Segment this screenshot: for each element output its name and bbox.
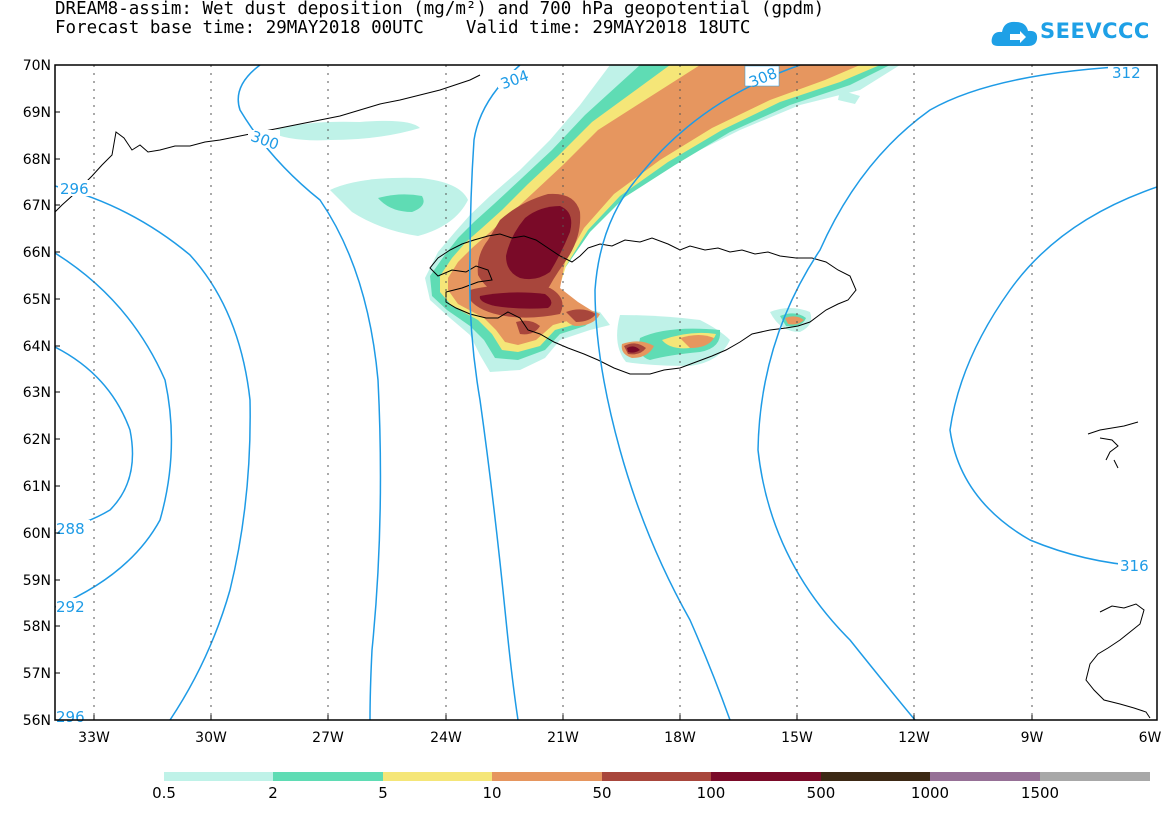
contour-312 — [757, 65, 1157, 720]
axis-ticks — [55, 64, 1033, 721]
contour-label-292: 292 — [56, 598, 85, 616]
lon-label: 33W — [78, 730, 110, 746]
lat-label: 62N — [23, 432, 51, 448]
contour-316 — [949, 186, 1157, 568]
colorbar-label: 5 — [378, 784, 388, 802]
contour-label-312: 312 — [1112, 64, 1141, 82]
colorbar-swatch-1 — [273, 772, 383, 781]
lat-label: 67N — [23, 198, 51, 214]
lat-label: 56N — [23, 713, 51, 729]
contour-288 — [55, 346, 134, 531]
title-line-2: Forecast base time: 29MAY2018 00UTC Vali… — [55, 18, 751, 38]
colorbar-label: 2 — [268, 784, 278, 802]
colorbar-swatch-0 — [164, 772, 273, 781]
contour-label-bg — [1108, 64, 1157, 80]
contour-label-bg — [56, 708, 90, 720]
scotland-coast — [1085, 603, 1151, 719]
lat-label: 68N — [23, 152, 51, 168]
lat-label: 66N — [23, 245, 51, 261]
colorbar-swatch-6 — [821, 772, 930, 781]
cloud-icon — [991, 21, 1038, 46]
lon-label: 27W — [312, 730, 344, 746]
lon-label: 30W — [195, 730, 227, 746]
colorbar-swatch-8 — [1040, 772, 1150, 781]
contour-label-bg — [56, 520, 90, 536]
contour-label-bg — [58, 180, 98, 196]
colorbar-label: 1000 — [910, 784, 950, 802]
seevccc-logo: SEEVCCC — [990, 12, 1165, 54]
title-line-1: DREAM8-assim: Wet dust deposition (mg/m²… — [55, 0, 825, 19]
colorbar-swatch-3 — [492, 772, 602, 781]
contour-292 — [55, 252, 173, 608]
colorbar-label: 1500 — [1020, 784, 1060, 802]
lat-label: 64N — [23, 339, 51, 355]
lon-label: 12W — [898, 730, 930, 746]
lat-label: 61N — [23, 479, 51, 495]
lat-label: 70N — [23, 58, 51, 74]
colorbar-swatch-4 — [602, 772, 711, 781]
gridlines — [93, 65, 1033, 720]
lon-label: 15W — [781, 730, 813, 746]
lat-label: 65N — [23, 292, 51, 308]
lon-label: 21W — [547, 730, 579, 746]
contour-label-bg — [248, 130, 280, 148]
colorbar-label: 10 — [482, 784, 502, 802]
contour-308 — [594, 65, 801, 720]
contour-label-bg — [1118, 557, 1157, 573]
contour-label-bg — [744, 65, 780, 87]
dust-deposition-field — [270, 65, 900, 372]
faroe-coast — [1087, 421, 1139, 469]
lon-label: 24W — [430, 730, 462, 746]
contour-label-296-bottom: 296 — [56, 708, 85, 726]
contour-label-316: 316 — [1120, 557, 1149, 575]
contour-300 — [237, 65, 382, 720]
colorbar-label: 500 — [806, 784, 836, 802]
greenland-coast — [55, 74, 481, 213]
lon-label: 18W — [664, 730, 696, 746]
dust-band-100 — [506, 206, 572, 280]
iceland-coast — [429, 233, 857, 375]
contour-304 — [468, 65, 521, 720]
contour-labels: 300 304 308 312 296 288 292 296 316 — [56, 64, 1157, 726]
coastlines — [55, 74, 1151, 719]
lon-label: 9W — [1021, 730, 1044, 746]
lat-label: 59N — [23, 573, 51, 589]
contour-label-bg — [498, 70, 530, 88]
contour-label-288: 288 — [56, 520, 85, 538]
lat-label: 63N — [23, 385, 51, 401]
contour-label-bg — [56, 598, 90, 614]
colorbar-swatch-2 — [383, 772, 492, 781]
lat-label: 58N — [23, 619, 51, 635]
lat-label: 57N — [23, 666, 51, 682]
contour-label-296: 296 — [60, 180, 89, 198]
colorbar-label: 0.5 — [152, 784, 176, 802]
logo-text: SEEVCCC — [1040, 19, 1150, 43]
colorbar-swatch-7 — [930, 772, 1040, 781]
longitude-labels: 33W 30W 27W 24W 21W 18W 15W 12W 9W 6W — [78, 730, 1161, 746]
lon-label: 6W — [1139, 730, 1162, 746]
colorbar-label: 50 — [592, 784, 612, 802]
lat-label: 69N — [23, 105, 51, 121]
colorbar-swatch-5 — [711, 772, 821, 781]
contour-296 — [55, 185, 251, 720]
latitude-labels: 70N 69N 68N 67N 66N 65N 64N 63N 62N 61N … — [23, 58, 51, 729]
colorbar-label: 100 — [696, 784, 726, 802]
lat-label: 60N — [23, 526, 51, 542]
